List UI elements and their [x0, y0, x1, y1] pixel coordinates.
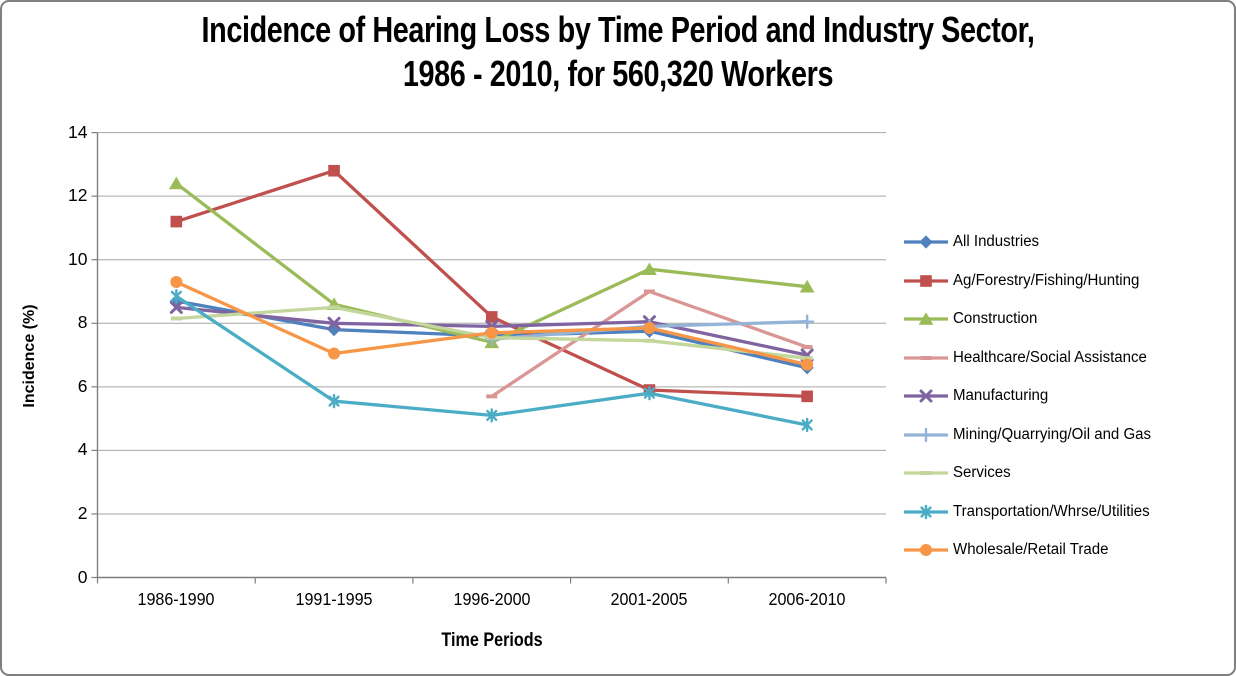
legend-marker-dash-icon — [904, 355, 948, 360]
legend-item-construction: Construction — [903, 300, 1157, 339]
chart-title-line1: Incidence of Hearing Loss by Time Period… — [201, 9, 1035, 50]
legend-marker-plus-icon — [904, 427, 948, 442]
legend-label: Ag/Forestry/Fishing/Hunting — [953, 271, 1140, 289]
chart-title-line2: 1986 - 2010, for 560,320 Workers — [402, 53, 834, 94]
x-axis-title: Time Periods — [441, 630, 543, 651]
legend-marker-triangle-icon — [904, 312, 948, 326]
y-tick-label: 8 — [77, 312, 88, 333]
y-tick-label: 0 — [77, 566, 88, 587]
legend-marker-square-icon — [904, 274, 948, 287]
x-tick-label: 2006-2010 — [768, 588, 846, 609]
x-tick-label: 1991-1995 — [295, 588, 373, 609]
y-tick-label: 6 — [77, 375, 88, 396]
legend-marker-asterisk-icon — [904, 504, 948, 519]
x-tick-label: 1996-2000 — [453, 588, 531, 609]
series-line-ag-forestry-fishing-hunting — [170, 164, 813, 403]
legend-item-services: Services — [903, 454, 1157, 493]
legend-label: Wholesale/Retail Trade — [953, 541, 1109, 559]
legend-marker-x-icon — [904, 389, 948, 403]
legend-label: Manufacturing — [953, 387, 1049, 405]
series-line-transportation-whrse-utilities — [170, 289, 813, 433]
series-line-healthcare-social-assistance — [486, 289, 813, 399]
y-tick-label: 14 — [68, 121, 88, 142]
gridlines — [97, 132, 886, 515]
x-tick-label: 2001-2005 — [610, 588, 688, 609]
legend-label: Transportation/Whrse/Utilities — [953, 502, 1150, 520]
legend-marker-dash-icon — [904, 471, 948, 476]
y-axis-title: Incidence (%) — [21, 304, 38, 408]
legend: All Industries Ag/Forestry/Fishing/Huntin… — [903, 223, 1157, 570]
legend-item-ag-forestry-fishing-hunting: Ag/Forestry/Fishing/Hunting — [903, 262, 1157, 301]
series-line-wholesale-retail-trade — [170, 275, 814, 371]
legend-marker-diamond-icon — [904, 235, 948, 249]
legend-item-wholesale-retail-trade: Wholesale/Retail Trade — [903, 531, 1157, 570]
x-tick-label: 1986-1990 — [137, 588, 215, 609]
y-tick-label: 12 — [68, 185, 88, 206]
y-tick-label: 2 — [77, 502, 88, 523]
axes — [91, 132, 887, 584]
legend-label: Services — [953, 464, 1011, 482]
legend-item-manufacturing: Manufacturing — [903, 377, 1157, 416]
y-tick-label: 10 — [68, 248, 88, 269]
legend-label: Mining/Quarrying/Oil and Gas — [953, 425, 1152, 443]
legend-item-mining-quarrying-oil-and-gas: Mining/Quarrying/Oil and Gas — [903, 416, 1157, 455]
legend-label: All Industries — [953, 233, 1040, 251]
legend-marker-circle-icon — [904, 544, 948, 557]
legend-item-transportation-whrse-utilities: Transportation/Whrse/Utilities — [903, 493, 1157, 532]
legend-item-all-industries: All Industries — [903, 223, 1157, 262]
legend-label: Healthcare/Social Assistance — [953, 348, 1147, 366]
y-tick-label: 4 — [77, 439, 88, 460]
chart-title: Incidence of Hearing Loss by Time Period… — [124, 8, 1113, 96]
legend-label: Construction — [953, 310, 1038, 328]
legend-item-healthcare-social-assistance: Healthcare/Social Assistance — [903, 339, 1157, 378]
